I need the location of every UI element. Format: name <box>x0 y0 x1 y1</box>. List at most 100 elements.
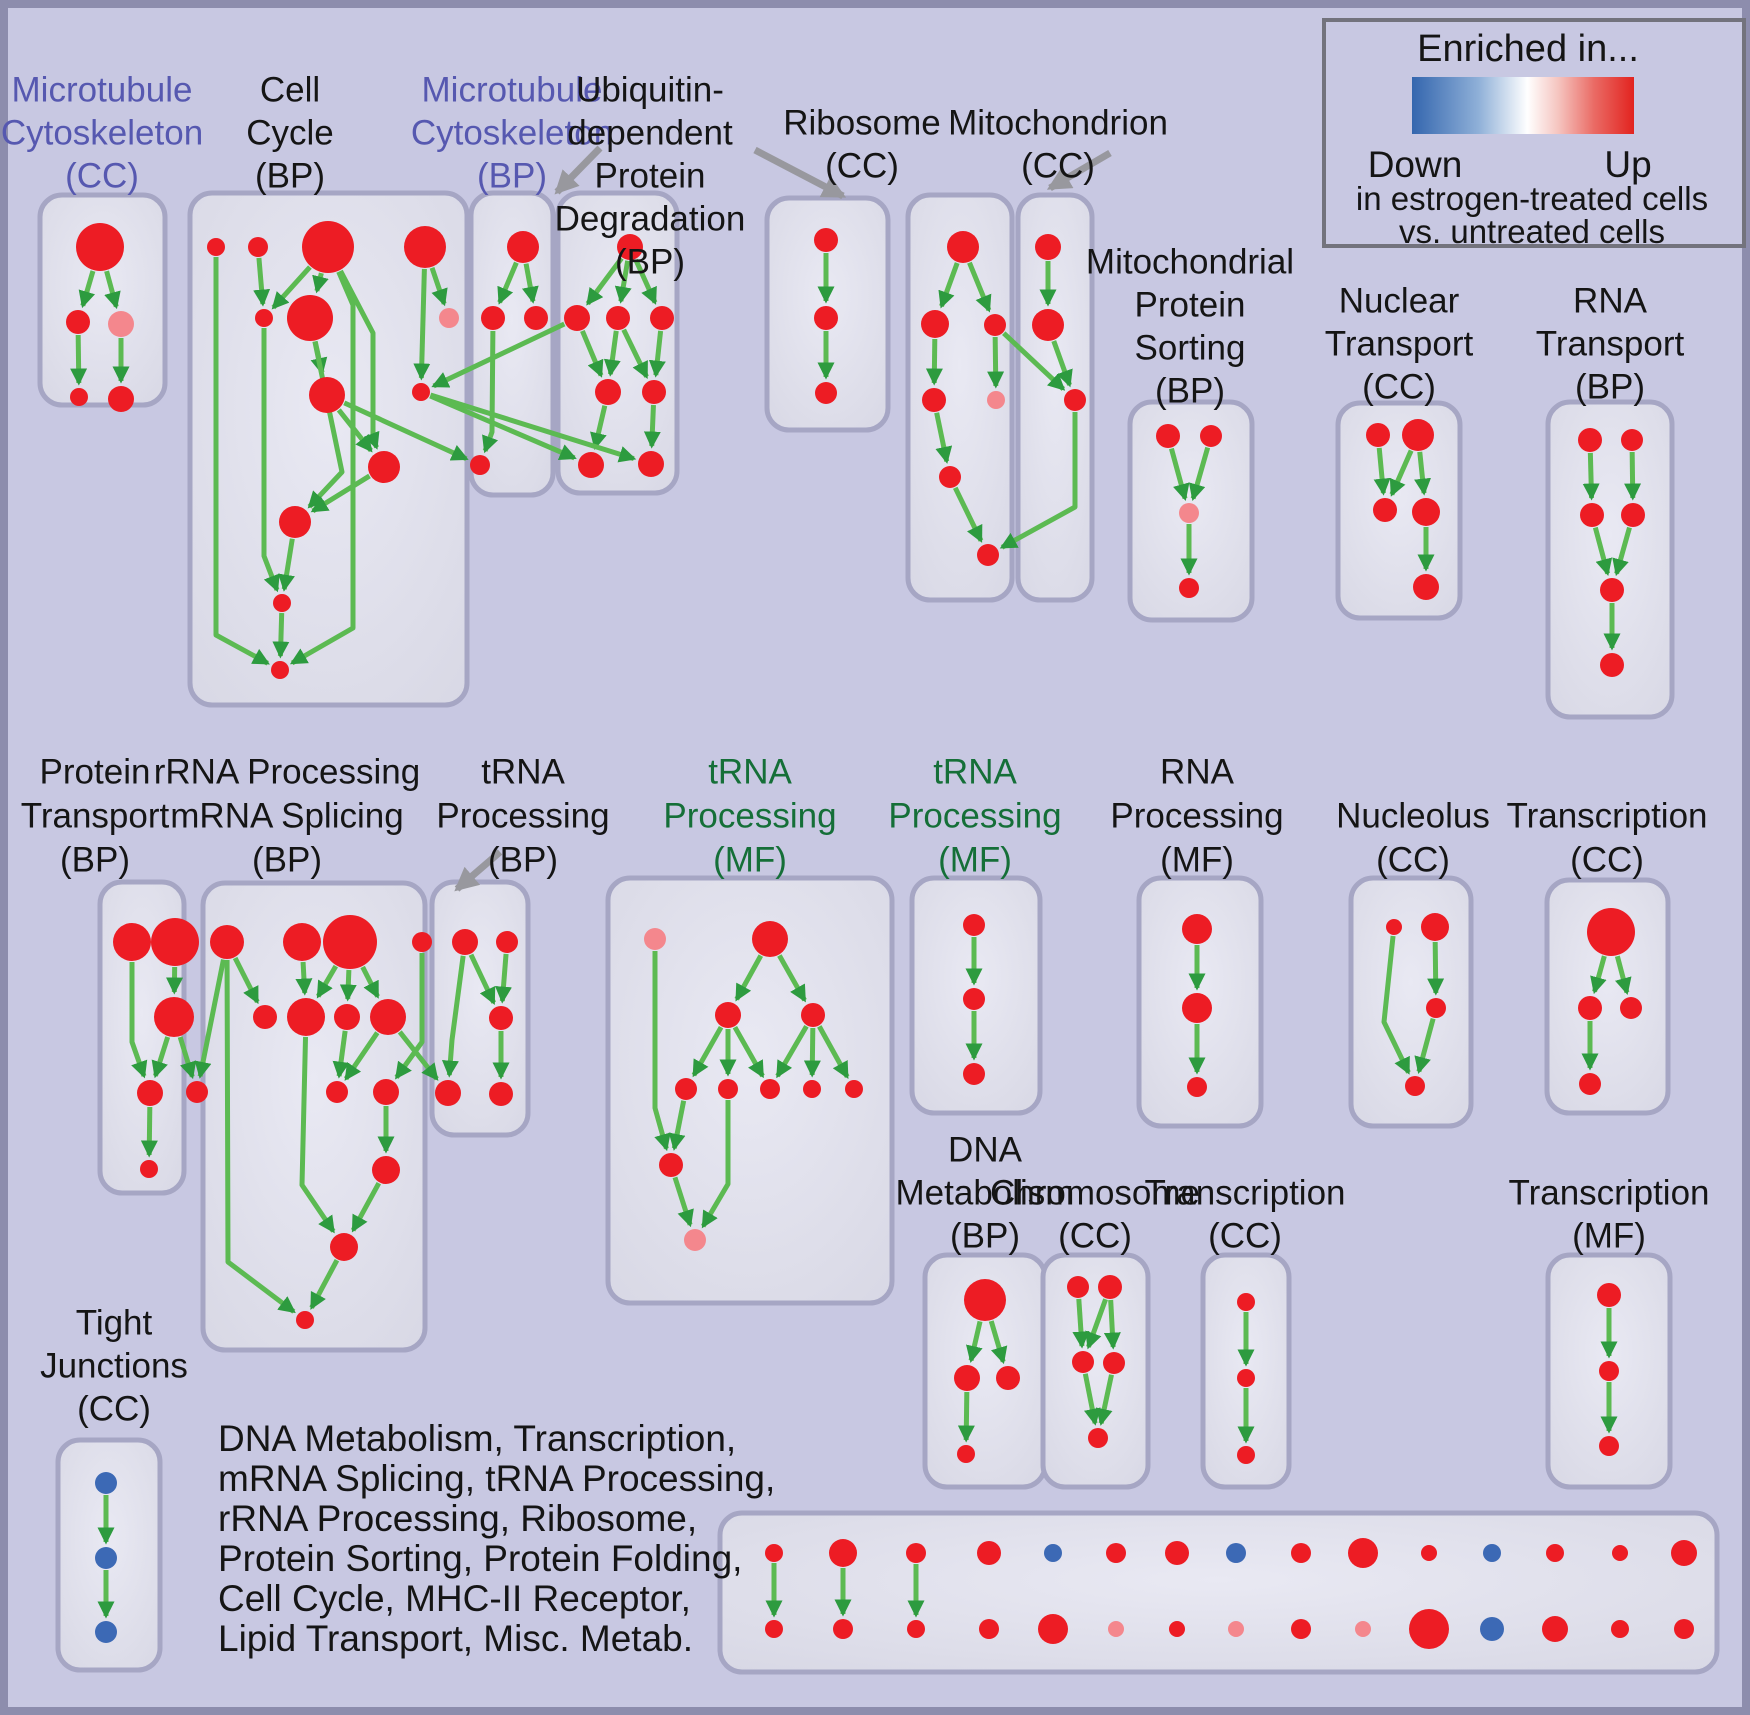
edge-nt-1-nt-3 <box>1373 447 1391 496</box>
edge-gmf-2-gmf-4 <box>777 954 807 1003</box>
cluster-label-tcc3: (CC) <box>1208 1217 1282 1256</box>
cluster-label-chrom: Chromosome <box>990 1174 1200 1213</box>
go-term-node-u2-a <box>814 228 838 252</box>
edge-rt-4-rt-5 <box>1612 526 1632 577</box>
edge-mito-b-mito-c <box>1051 340 1073 388</box>
go-term-node-gmf-3 <box>715 1002 741 1028</box>
edge-cc-n9-u1-g <box>429 393 577 461</box>
cluster-label-gmf: (MF) <box>713 841 787 880</box>
cluster-label-tmf: (MF) <box>1572 1217 1646 1256</box>
go-term-node-pt-4 <box>137 1080 163 1106</box>
go-term-node-st-2t <box>829 1539 857 1567</box>
cluster-box-strip <box>717 1510 1720 1675</box>
go-term-node-y-1 <box>1597 1283 1621 1307</box>
cluster-label-mbp: Microtubule <box>422 71 603 110</box>
cluster-label-ubq1: dependent <box>567 114 733 153</box>
edge-rr-1-rr-5 <box>232 956 260 1005</box>
go-term-node-tj-1 <box>95 1472 117 1494</box>
go-term-node-gmf-4 <box>801 1003 825 1027</box>
go-term-node-st-7b <box>1169 1621 1185 1637</box>
go-term-node-q-2 <box>1182 993 1212 1023</box>
edge-rib-c-rib-e <box>987 336 1005 389</box>
go-term-node-st-3b <box>907 1620 925 1638</box>
legend-gradient-bar <box>1412 77 1634 134</box>
go-term-node-smf-3 <box>963 1063 985 1085</box>
go-term-node-st-10t <box>1348 1538 1378 1568</box>
edge-u1-d-u1-f <box>648 330 666 378</box>
cluster-label-cc: Cycle <box>246 114 334 153</box>
go-term-node-gmf-10 <box>659 1153 683 1177</box>
go-term-node-mtcc-e <box>108 386 134 412</box>
go-term-node-cc-n3 <box>302 221 354 273</box>
go-term-node-ch-1 <box>1067 1276 1089 1298</box>
go-term-node-cc-n6 <box>287 295 333 341</box>
cluster-label-gmf: tRNA <box>708 753 792 792</box>
edge-nt-2-nt-4 <box>1414 451 1431 496</box>
note-line: mRNA Splicing, tRNA Processing, <box>218 1458 776 1499</box>
legend-up-label: Up <box>1604 144 1652 185</box>
go-term-node-rr-12 <box>330 1233 358 1261</box>
go-term-node-rt-6 <box>1600 653 1624 677</box>
go-term-node-cc-n2 <box>248 237 268 257</box>
edge-sort-1-sort-3 <box>1169 447 1190 501</box>
go-term-node-st-5t <box>1044 1544 1062 1562</box>
cluster-label-sort: (BP) <box>1155 372 1225 411</box>
note-line: Cell Cycle, MHC-II Receptor, <box>218 1578 691 1619</box>
go-term-node-rr-3 <box>323 915 377 969</box>
go-term-node-rr-8 <box>370 999 406 1035</box>
edge-nuc-1-nuc-4 <box>1381 935 1411 1075</box>
edge-gmf-6-gmf-11 <box>700 1100 731 1229</box>
go-term-node-st-6b <box>1108 1621 1124 1637</box>
go-term-node-u1-g <box>578 452 604 478</box>
go-term-node-st-5b <box>1038 1614 1068 1644</box>
cluster-label-pt: (BP) <box>60 841 130 880</box>
go-term-node-cc-n8 <box>309 377 345 413</box>
edge-u1-a-u1-b <box>585 256 624 306</box>
cluster-label-tbp: (BP) <box>488 841 558 880</box>
go-term-node-dna-3 <box>996 1366 1020 1390</box>
edge-nuc-3-nuc-4 <box>1414 1017 1436 1074</box>
cluster-label-gmf: Processing <box>663 797 836 836</box>
cluster-label-ubq1: (BP) <box>615 243 685 282</box>
edge-gmf-5-gmf-10 <box>668 1100 687 1151</box>
cluster-label-sort: Sorting <box>1135 329 1246 368</box>
edge-dna-2-dna-4 <box>957 1391 975 1443</box>
edge-ch-2-ch-4 <box>1103 1299 1121 1350</box>
go-term-node-rib-d <box>922 388 946 412</box>
go-term-node-cc-n10 <box>368 451 400 483</box>
edge-cc-n3-cc-n13 <box>289 270 356 666</box>
go-term-node-gmf-6 <box>718 1079 738 1099</box>
go-term-node-mito-a <box>1035 234 1061 260</box>
cluster-label-nt: (CC) <box>1362 368 1436 407</box>
edge-u1-b-u1-e <box>580 329 604 378</box>
legend: Enriched in... Down Up in estrogen-treat… <box>1322 18 1746 250</box>
edge-cc-n8-mbp-4 <box>343 400 469 462</box>
edge-pt-3-pt-5 <box>177 1036 197 1080</box>
cluster-label-chrom: (CC) <box>1058 1217 1132 1256</box>
go-term-node-cc-n5 <box>255 309 273 327</box>
go-term-node-gmf-1 <box>644 928 666 950</box>
edge-rr-3-rr-7 <box>339 969 357 1002</box>
cluster-label-nt: Transport <box>1325 325 1474 364</box>
go-term-node-u1-f <box>642 380 666 404</box>
go-term-node-st-3t <box>906 1543 926 1563</box>
cluster-label-mtcc: Microtubule <box>12 71 193 110</box>
edge-pt-4-pt-6 <box>140 1106 158 1158</box>
cluster-label-cc: Cell <box>260 71 320 110</box>
go-term-node-x-2 <box>1237 1369 1255 1387</box>
edge-rr-8-rr-9 <box>343 1031 380 1081</box>
cluster-label-rt: Transport <box>1536 325 1685 364</box>
edge-u1-c-u1-f <box>621 328 649 380</box>
cluster-label-nt: Nuclear <box>1339 282 1460 321</box>
edge-rr-2-rr-6 <box>295 961 313 996</box>
cluster-label-smf: Processing <box>888 797 1061 836</box>
go-term-node-ch-2 <box>1098 1275 1122 1299</box>
edge-rr-11-rr-12 <box>350 1181 382 1233</box>
label-pointer-arrow-3 <box>454 849 503 892</box>
go-term-node-rib-e <box>987 391 1005 409</box>
go-term-node-rr-11 <box>372 1156 400 1184</box>
edge-td-a-td-c <box>468 953 496 1005</box>
go-term-node-nuc-1 <box>1386 919 1402 935</box>
go-term-node-rr-7 <box>334 1004 360 1030</box>
